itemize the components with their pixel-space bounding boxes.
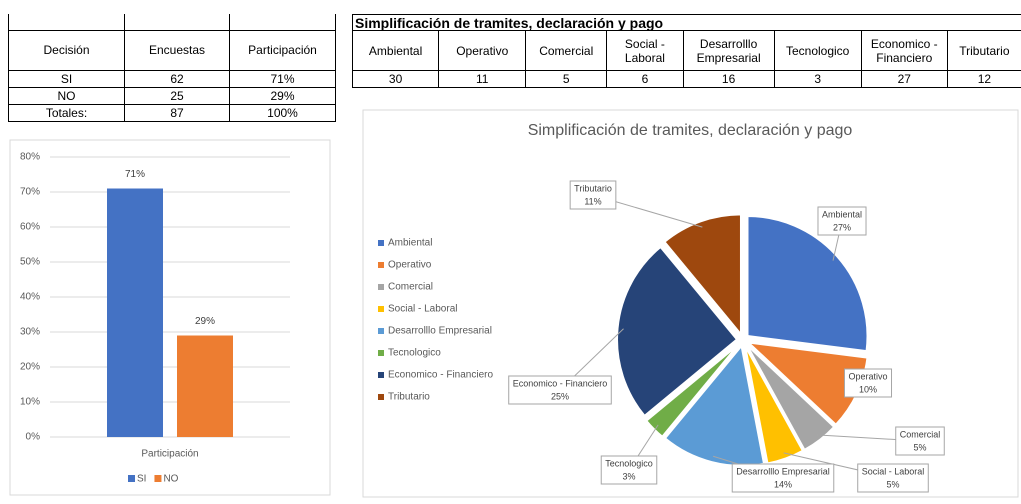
pie-title: Simplificación de tramites, declaración … bbox=[528, 122, 853, 139]
legend-swatch bbox=[378, 262, 384, 268]
slice-value: 3% bbox=[622, 471, 635, 481]
label-box bbox=[600, 455, 658, 485]
legend-swatch bbox=[378, 284, 384, 290]
legend-label: Desarrolllo Empresarial bbox=[388, 326, 492, 337]
slice-category: Operativo bbox=[848, 371, 887, 381]
legend-label: Social - Laboral bbox=[388, 304, 457, 315]
legend-label: Ambiental bbox=[388, 238, 432, 249]
header-cell: Tecnologico bbox=[773, 30, 862, 71]
header-cell: Operativo bbox=[438, 30, 527, 71]
legend-label: NO bbox=[163, 474, 178, 485]
legend-swatch bbox=[378, 240, 384, 246]
y-tick-label: 50% bbox=[20, 257, 40, 268]
slice-category: Desarrolllo Empresarial bbox=[736, 466, 830, 476]
slice-value: 10% bbox=[859, 384, 877, 394]
y-tick-label: 70% bbox=[20, 187, 40, 198]
slice-value: 25% bbox=[551, 391, 569, 401]
pie-slice bbox=[663, 213, 742, 338]
legend-label: Tributario bbox=[388, 392, 430, 403]
legend-label: Economico - Financiero bbox=[388, 370, 493, 381]
slice-category: Tributario bbox=[574, 183, 612, 193]
y-tick-label: 0% bbox=[26, 432, 41, 443]
data-cell: 87 bbox=[124, 103, 230, 122]
label-box bbox=[569, 180, 617, 210]
header-cell: Tributario bbox=[946, 30, 1021, 71]
bar bbox=[107, 188, 163, 437]
slice-category: Comercial bbox=[900, 429, 941, 439]
data-cell: 100% bbox=[229, 103, 336, 122]
slice-category: Economico - Financiero bbox=[513, 378, 608, 388]
table-title: Simplificación de tramites, declaración … bbox=[352, 14, 1021, 31]
header-cell: Desarrolllo Empresarial bbox=[682, 30, 775, 71]
decision-table: Decisión Encuestas Participación SI 62 71% NO 2… bbox=[8, 14, 336, 122]
y-tick-label: 10% bbox=[20, 397, 40, 408]
bar-chart-area bbox=[9, 139, 331, 496]
pie-slice bbox=[746, 215, 869, 353]
label-box bbox=[895, 426, 945, 456]
slice-value: 27% bbox=[833, 222, 851, 232]
data-cell: 29% bbox=[229, 86, 336, 105]
data-label: 71% bbox=[125, 169, 145, 180]
data-cell: 5 bbox=[525, 70, 608, 88]
x-tick-label: Participación bbox=[141, 449, 198, 460]
header-cell: Ambiental bbox=[351, 30, 440, 71]
label-box bbox=[817, 206, 867, 236]
legend-label: Comercial bbox=[388, 282, 433, 293]
slice-category: Ambiental bbox=[822, 209, 862, 219]
y-tick-label: 40% bbox=[20, 292, 40, 303]
slice-value: 5% bbox=[886, 479, 899, 489]
header-cell: Decisión bbox=[8, 29, 125, 71]
pie-slice bbox=[616, 245, 739, 418]
slice-category: Social - Laboral bbox=[862, 466, 925, 476]
slice-value: 11% bbox=[584, 196, 601, 206]
header-cell: Comercial bbox=[525, 30, 608, 71]
data-cell: 3 bbox=[773, 70, 862, 88]
label-box bbox=[857, 463, 929, 493]
slice-value: 5% bbox=[913, 442, 926, 452]
label-box bbox=[843, 368, 893, 398]
slice-value: 14% bbox=[774, 479, 792, 489]
header-cell: Economico - Financiero bbox=[860, 30, 948, 71]
slice-category: Tecnologico bbox=[605, 458, 653, 468]
data-cell: 25 bbox=[124, 86, 230, 105]
label-box bbox=[508, 375, 612, 405]
data-cell: 6 bbox=[606, 70, 684, 88]
pie-slice bbox=[644, 343, 740, 439]
header-cell: Social - Laboral bbox=[606, 30, 684, 71]
y-tick-label: 80% bbox=[20, 152, 40, 163]
header-cell: Participación bbox=[229, 29, 336, 71]
legend-swatch bbox=[378, 372, 384, 378]
legend-swatch bbox=[378, 328, 384, 334]
legend-label: SI bbox=[137, 474, 146, 485]
data-cell: Totales: bbox=[8, 103, 125, 122]
label-box bbox=[731, 463, 835, 493]
data-cell: 30 bbox=[351, 70, 440, 88]
y-tick-label: 20% bbox=[20, 362, 40, 373]
y-tick-label: 60% bbox=[20, 222, 40, 233]
legend-swatch bbox=[128, 475, 135, 482]
legend-swatch bbox=[378, 306, 384, 312]
data-cell: 11 bbox=[438, 70, 527, 88]
legend-label: Tecnologico bbox=[388, 348, 441, 359]
legend-swatch bbox=[378, 394, 384, 400]
category-table: Simplificación de tramites, declaración … bbox=[351, 14, 1021, 88]
pie-slice bbox=[745, 344, 836, 452]
bar bbox=[177, 335, 233, 437]
data-label: 29% bbox=[195, 316, 215, 327]
legend-label: Operativo bbox=[388, 260, 432, 271]
y-tick-label: 30% bbox=[20, 327, 40, 338]
legend-swatch bbox=[154, 475, 162, 482]
legend-swatch bbox=[378, 350, 384, 356]
